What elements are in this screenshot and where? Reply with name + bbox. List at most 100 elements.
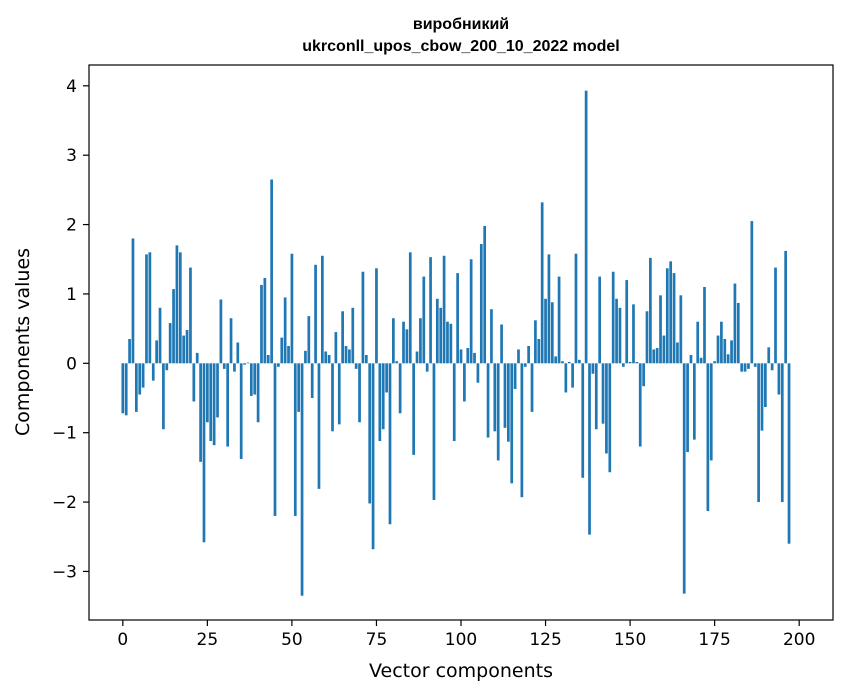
bar-182 [736,302,740,364]
bar-102 [466,348,470,364]
bar-194 [777,363,781,395]
bar-193 [774,267,777,364]
bar-132 [567,361,571,364]
y-tick-label-2: 2 [66,216,77,236]
bar-23 [199,363,202,462]
bar-112 [500,324,503,364]
bar-129 [557,276,561,364]
bar-1 [124,363,128,416]
bar-97 [449,323,453,364]
bar-158 [655,348,659,364]
bar-75 [375,268,378,364]
bar-105 [476,363,480,383]
y-tick-label-4: 4 [66,77,77,97]
bars-group [121,90,791,596]
bar-107 [483,225,487,364]
bar-164 [676,342,679,364]
bar-189 [760,363,764,431]
bar-186 [750,221,754,364]
bar-46 [277,363,280,367]
bar-142 [601,363,605,424]
bar-196 [784,250,788,364]
bar-121 [530,363,534,412]
bar-125 [544,298,547,364]
bar-171 [699,357,703,364]
bar-140 [594,363,598,430]
bar-113 [503,363,507,428]
bar-18 [182,335,186,364]
bar-114 [506,363,510,442]
bar-104 [473,352,476,364]
bar-50 [290,253,294,364]
bar-135 [578,359,581,364]
bar-183 [740,363,744,372]
bar-161 [665,268,669,364]
bar-36 [243,363,246,365]
bar-77 [381,363,385,430]
y-tick-label-0: 0 [66,354,77,374]
bar-192 [770,363,774,371]
bar-144 [608,363,612,473]
bar-53 [300,363,304,596]
bar-4 [134,363,138,412]
bar-28 [216,363,219,418]
bar-9 [151,363,155,381]
bar-157 [652,349,656,364]
bar-106 [479,243,483,364]
bar-95 [442,255,446,364]
bar-153 [638,363,642,447]
bar-126 [547,254,551,364]
bar-27 [212,363,216,446]
bar-146 [615,298,618,364]
bar-84 [405,329,409,364]
x-tick-label-75: 75 [366,630,388,650]
bar-30 [222,363,226,369]
bar-169 [692,363,696,440]
bar-108 [486,363,490,438]
bar-19 [185,330,189,364]
bar-21 [192,363,196,402]
bar-59 [320,255,324,364]
bar-179 [726,354,730,364]
bar-66 [344,345,348,364]
bar-87 [415,351,419,364]
bar-39 [253,363,257,395]
bar-85 [408,252,412,364]
bar-49 [287,345,290,364]
bar-10 [155,340,158,364]
bar-173 [706,363,710,512]
bar-86 [412,363,416,455]
bar-14 [168,323,172,364]
bar-131 [564,363,568,393]
x-axis-ticks: 0 25 50 75 100 125 150 175 200 [117,620,815,650]
bar-154 [642,363,645,387]
bar-165 [679,295,683,364]
bar-111 [496,363,500,461]
bar-58 [317,363,321,489]
bar-174 [709,363,713,461]
plot-frame [88,64,834,621]
bar-155 [645,311,649,364]
bar-190 [764,363,767,408]
bar-42 [263,277,267,364]
bar-8 [148,252,152,364]
y-tick-label--3: −3 [52,562,77,582]
bar-103 [469,259,473,364]
bar-41 [260,284,263,364]
bar-145 [611,271,615,364]
bar-191 [767,347,771,364]
y-tick-label--1: −1 [52,424,77,444]
bar-195 [780,363,784,503]
x-tick-label-125: 125 [529,630,561,650]
y-tick-label-1: 1 [66,285,77,305]
bar-96 [446,321,449,364]
bar-33 [233,363,236,372]
bar-176 [716,335,720,364]
bar-11 [158,307,162,364]
bar-162 [669,261,673,364]
bar-90 [425,363,429,372]
bar-65 [341,311,344,364]
bar-98 [452,363,456,442]
bar-72 [364,354,368,364]
bar-64 [337,363,341,425]
